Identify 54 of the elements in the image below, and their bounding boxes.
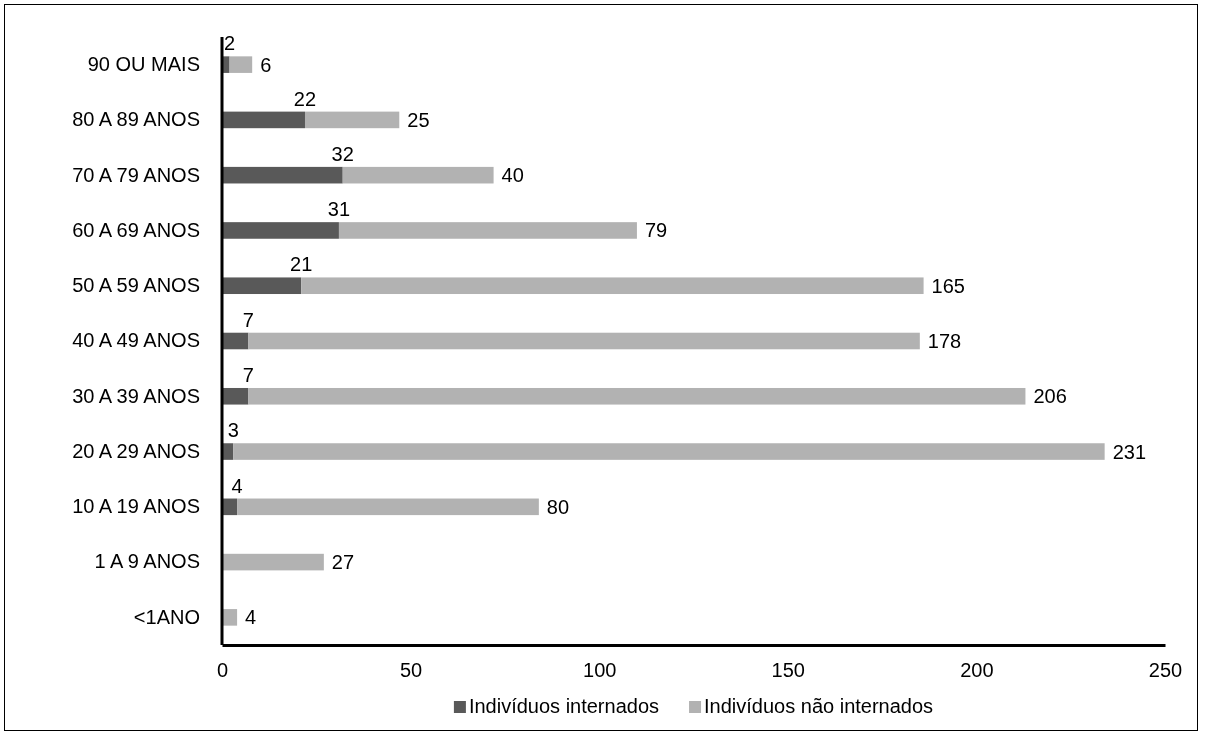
data-label: 206: [1033, 385, 1067, 408]
bar: [222, 553, 324, 571]
legend-label: Indivíduos não internados: [704, 695, 934, 717]
y-tick-label: 30 A 39 ANOS: [72, 384, 200, 407]
y-tick-label: 1 A 9 ANOS: [94, 550, 200, 573]
x-tick-label: 0: [216, 659, 229, 682]
data-label: 165: [931, 274, 965, 297]
x-tick-label: 100: [583, 659, 617, 682]
data-label: 79: [644, 219, 668, 242]
data-label: 178: [927, 330, 962, 352]
data-label: 80: [546, 495, 570, 518]
bar: [248, 332, 920, 350]
bar: [248, 387, 1026, 405]
y-tick-label: 20 A 29 ANOS: [72, 439, 200, 462]
bar: [229, 56, 253, 73]
data-label: 231: [1112, 440, 1147, 463]
data-label: 21: [290, 253, 313, 276]
data-label: 4: [245, 606, 257, 629]
y-tick-label: 90 OU MAIS: [87, 53, 200, 76]
y-tick-label: 60 A 69 ANOS: [72, 218, 200, 241]
bar: [304, 111, 400, 129]
data-label: 32: [331, 142, 354, 165]
bar: [342, 166, 494, 184]
data-label: 3: [227, 419, 239, 442]
bar: [338, 222, 637, 239]
x-tick-label: 250: [1148, 659, 1183, 682]
data-label: 2: [223, 32, 236, 55]
y-tick-label: 40 A 49 ANOS: [72, 329, 200, 352]
data-label: 7: [242, 308, 254, 331]
y-tick-label: 70 A 79 ANOS: [72, 163, 200, 186]
bar: [237, 498, 539, 516]
bar: [233, 443, 1105, 460]
x-tick-label: 200: [960, 659, 994, 682]
data-label: 6: [260, 53, 272, 76]
y-tick-label: 10 A 19 ANOS: [72, 495, 200, 518]
bar: [222, 387, 249, 405]
bar: [222, 166, 343, 184]
data-label: 27: [331, 551, 355, 574]
data-label: 4: [231, 474, 243, 497]
data-label: 31: [327, 198, 351, 221]
y-tick-label: 50 A 59 ANOS: [72, 274, 200, 297]
data-label: 7: [242, 363, 254, 386]
data-label: 40: [501, 164, 524, 187]
bar: [222, 222, 339, 239]
legend-label: Indivíduos internados: [468, 695, 660, 717]
bar: [222, 277, 302, 295]
x-tick-label: 150: [771, 659, 805, 682]
x-tick-label: 50: [399, 659, 423, 682]
y-tick-label: <1ANO: [133, 605, 200, 628]
bar: [222, 111, 305, 129]
bar: [301, 277, 924, 295]
data-label: 25: [407, 108, 430, 131]
y-tick-label: 80 A 89 ANOS: [72, 108, 200, 131]
data-label: 22: [293, 87, 317, 110]
